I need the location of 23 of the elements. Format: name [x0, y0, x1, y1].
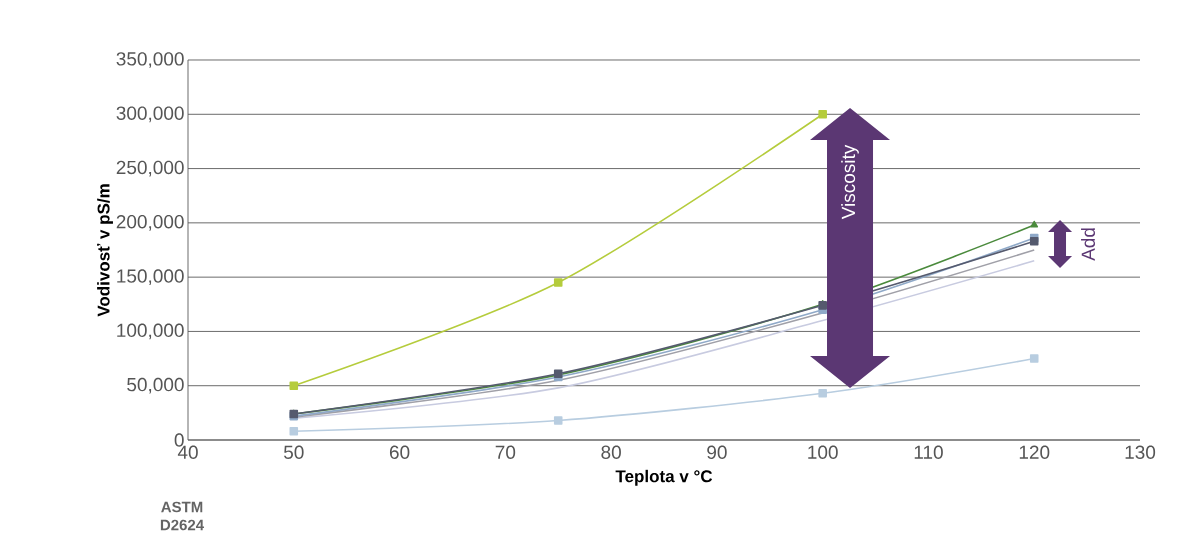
x-tick-label: 40	[177, 445, 198, 459]
y-tick-label: 0	[174, 433, 184, 447]
x-tick-label: 50	[283, 445, 304, 459]
x-tick-label: 130	[1125, 445, 1156, 459]
y-tick-label: 100,000	[117, 323, 184, 340]
x-tick-label: 110	[914, 445, 943, 459]
x-tick-label: 90	[707, 445, 727, 459]
x-tick-label: 100	[808, 445, 838, 459]
x-tick-label: 80	[601, 445, 621, 459]
y-tick-label: 350,000	[116, 52, 184, 68]
x-axis-title: Teplota v °C	[615, 469, 713, 486]
y-tick-label: 150,000	[117, 269, 184, 285]
x-tick-label: 120	[1019, 445, 1050, 459]
y-tick-label: 300,000	[116, 106, 184, 123]
y-tick-label: 250,000	[116, 160, 184, 177]
x-tick-label: 60	[389, 445, 410, 459]
y-axis-title: Vodivosť v pS/m	[97, 184, 113, 317]
text: ASTM D2624	[160, 501, 205, 531]
y-tick-label: 50,000	[127, 377, 184, 394]
x-tick-label: 70	[495, 445, 516, 459]
annotation: Add	[1081, 228, 1095, 261]
annotation: Viscosity	[841, 144, 859, 220]
y-tick-label: 200,000	[116, 215, 184, 231]
